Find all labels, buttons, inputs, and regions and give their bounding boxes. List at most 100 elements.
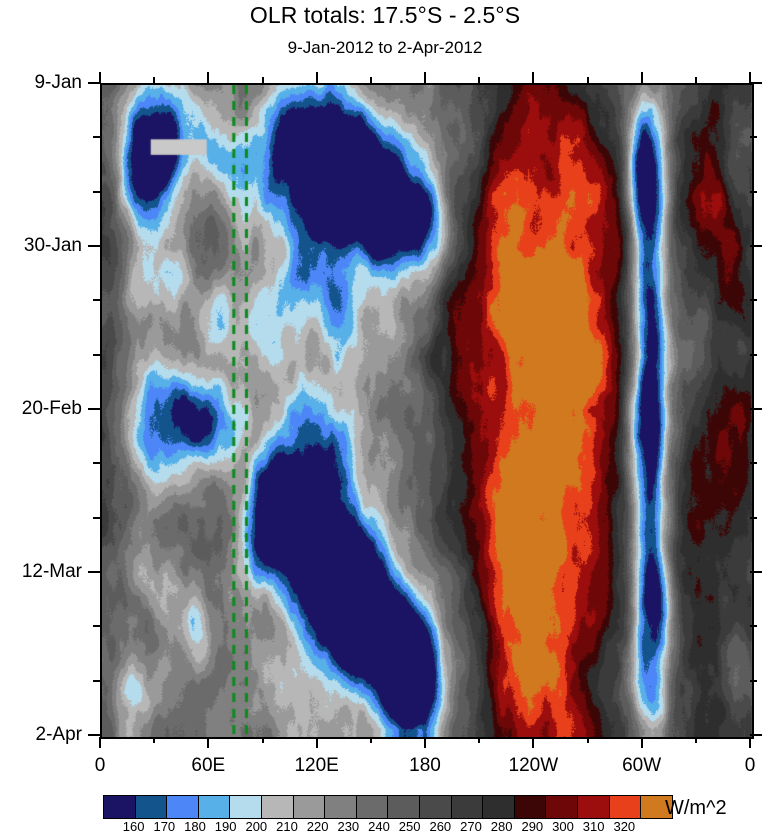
y-axis-label-4: 2-Apr <box>35 724 82 745</box>
x-tick-330 <box>694 737 697 743</box>
olr-heatmap-canvas <box>102 85 752 737</box>
colorbar-label-280: 280 <box>490 819 513 834</box>
colorbar-swatch-1 <box>135 796 168 818</box>
colorbar-swatch-12 <box>483 796 515 818</box>
y-tick-56 <box>93 516 100 519</box>
y-tick-right-70 <box>750 625 757 628</box>
colorbar <box>103 795 673 819</box>
colorbar-label-300: 300 <box>552 819 574 834</box>
y-tick-42 <box>88 408 100 410</box>
x-tick-90 <box>261 737 264 743</box>
y-tick-35 <box>93 353 100 356</box>
colorbar-label-260: 260 <box>429 819 452 834</box>
colorbar-swatch-9 <box>388 796 420 818</box>
y-tick-right-35 <box>750 353 757 356</box>
y-tick-7 <box>93 136 100 139</box>
x-tick-top-30 <box>153 77 156 83</box>
y-tick-49 <box>93 462 100 465</box>
colorbar-swatch-0 <box>104 796 136 818</box>
colorbar-swatch-3 <box>198 796 231 818</box>
y-tick-right-49 <box>750 462 757 465</box>
y-tick-right-56 <box>750 516 757 519</box>
y-tick-84 <box>88 734 100 736</box>
x-tick-300 <box>640 737 643 748</box>
y-tick-right-0 <box>750 82 762 84</box>
colorbar-swatch-10 <box>419 796 452 818</box>
colorbar-label-250: 250 <box>398 819 421 834</box>
y-tick-28 <box>93 299 100 302</box>
x-tick-30 <box>153 737 156 743</box>
y-axis-label-2: 20-Feb <box>21 398 82 419</box>
colorbar-swatch-7 <box>325 796 357 818</box>
y-tick-63 <box>88 571 100 573</box>
y-tick-right-21 <box>750 245 762 247</box>
x-tick-top-330 <box>694 77 697 83</box>
x-tick-top-180 <box>424 72 426 83</box>
colorbar-label-200: 200 <box>245 819 268 834</box>
x-tick-270 <box>586 737 589 743</box>
x-axis-label-6: 0 <box>744 755 756 776</box>
colorbar-label-290: 290 <box>521 819 544 834</box>
x-tick-top-240 <box>532 72 535 83</box>
x-tick-top-270 <box>586 77 589 83</box>
x-axis-label-2: 120E <box>294 755 339 776</box>
colorbar-label-160: 160 <box>122 819 145 834</box>
x-tick-360 <box>749 737 751 748</box>
x-tick-150 <box>369 737 372 743</box>
y-tick-77 <box>93 679 100 682</box>
colorbar-swatch-2 <box>167 796 199 818</box>
y-tick-right-84 <box>750 734 762 736</box>
x-tick-top-60 <box>207 72 210 83</box>
colorbar-swatch-11 <box>451 796 484 818</box>
x-tick-top-150 <box>369 77 372 83</box>
colorbar-swatch-15 <box>577 796 610 818</box>
x-tick-top-210 <box>478 77 481 83</box>
colorbar-label-230: 230 <box>337 819 360 834</box>
colorbar-swatch-13 <box>514 796 547 818</box>
y-tick-right-77 <box>750 679 757 682</box>
x-tick-top-300 <box>640 72 643 83</box>
x-tick-top-0 <box>99 72 101 83</box>
colorbar-label-210: 210 <box>276 819 298 834</box>
colorbar-label-310: 310 <box>582 819 605 834</box>
x-tick-0 <box>99 737 101 748</box>
x-tick-210 <box>478 737 481 743</box>
x-tick-180 <box>424 737 426 748</box>
y-tick-0 <box>88 82 100 84</box>
y-tick-14 <box>93 190 100 193</box>
colorbar-swatch-4 <box>230 796 262 818</box>
y-tick-right-7 <box>750 136 757 139</box>
x-axis-label-0: 0 <box>94 755 106 776</box>
x-tick-60 <box>207 737 210 748</box>
x-tick-120 <box>315 737 318 748</box>
colorbar-swatch-5 <box>261 796 294 818</box>
colorbar-swatch-14 <box>546 796 578 818</box>
colorbar-label-180: 180 <box>184 819 206 834</box>
y-axis-label-1: 30-Jan <box>23 235 82 256</box>
y-tick-right-63 <box>750 571 762 573</box>
colorbar-label-270: 270 <box>460 819 482 834</box>
colorbar-label-190: 190 <box>214 819 237 834</box>
colorbar-label-220: 220 <box>306 819 329 834</box>
colorbar-label-240: 240 <box>368 819 390 834</box>
plot-subtitle: 9-Jan-2012 to 2-Apr-2012 <box>287 38 483 57</box>
colorbar-swatch-6 <box>293 796 326 818</box>
x-axis-label-3: 180 <box>409 755 441 776</box>
x-tick-top-90 <box>261 77 264 83</box>
hovmoller-plot-area <box>100 83 754 739</box>
y-axis-label-3: 12-Mar <box>21 561 82 582</box>
x-axis-label-4: 120W <box>508 755 559 776</box>
colorbar-label-170: 170 <box>153 819 176 834</box>
page-title: OLR totals: 17.5°S - 2.5°S <box>249 2 521 28</box>
x-tick-240 <box>532 737 535 748</box>
y-tick-right-28 <box>750 299 757 302</box>
y-tick-21 <box>88 245 100 247</box>
x-axis-label-5: 60W <box>622 755 662 776</box>
colorbar-units-label: W/m^2 <box>665 797 727 819</box>
y-tick-right-42 <box>750 408 762 410</box>
y-axis-label-0: 9-Jan <box>34 72 82 93</box>
y-tick-right-14 <box>750 190 757 193</box>
x-axis-label-1: 60E <box>191 755 226 776</box>
y-tick-70 <box>93 625 100 628</box>
x-tick-top-120 <box>315 72 318 83</box>
